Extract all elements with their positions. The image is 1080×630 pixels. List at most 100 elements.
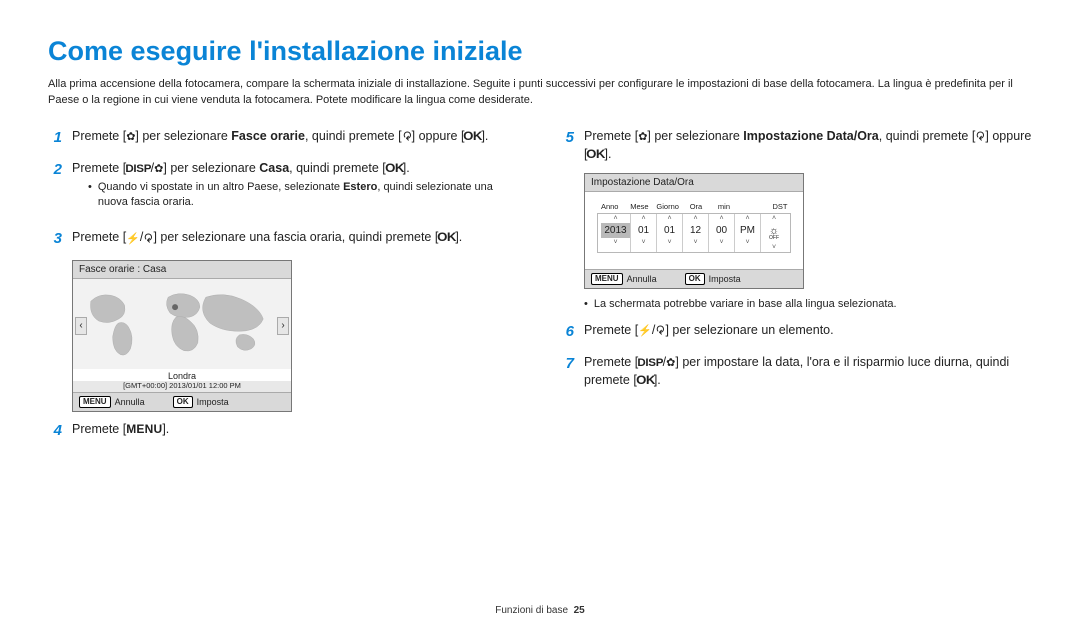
menu-button-icon: MENU bbox=[591, 273, 623, 285]
nav-right-button[interactable]: › bbox=[277, 317, 289, 335]
step-1: 1 Premete [ ] per selezionare Fasce orari… bbox=[48, 127, 520, 149]
step-2: 2 Premete [DISP/] per selezionare Casa, … bbox=[48, 159, 520, 219]
date-spinner-row: ˄2013˅ ˄01˅ ˄01˅ ˄12˅ ˄00˅ ˄PM˅ ˄OFF˅ bbox=[597, 213, 791, 253]
nav-left-button[interactable]: ‹ bbox=[75, 317, 87, 335]
bullet-text: La schermata potrebbe variare in base al… bbox=[594, 297, 897, 312]
bullet-dot: • bbox=[88, 180, 92, 211]
spinner-day[interactable]: ˄01˅ bbox=[657, 214, 683, 252]
step-text-bold: Impostazione Data/Ora bbox=[743, 129, 878, 143]
lcd-footer: MENUAnnulla OKImposta bbox=[585, 269, 803, 288]
flash-icon bbox=[126, 232, 140, 245]
step-text: , quindi premete [ bbox=[289, 161, 386, 175]
timer-icon bbox=[402, 130, 412, 143]
step-text: ] per selezionare un elemento. bbox=[665, 323, 833, 337]
ok-icon: OK bbox=[464, 128, 483, 145]
label-day: Giorno bbox=[656, 202, 679, 211]
page-title: Come eseguire l'installazione iniziale bbox=[48, 36, 1032, 67]
sub-bullet: • La schermata potrebbe variare in base … bbox=[584, 297, 1032, 312]
sub-bullet: • Quando vi spostate in un altro Paese, … bbox=[88, 180, 520, 211]
timer-icon bbox=[143, 232, 153, 245]
two-column-layout: 1 Premete [ ] per selezionare Fasce orari… bbox=[48, 127, 1032, 452]
step-text: Premete [ bbox=[72, 230, 126, 244]
step-text: ] oppure [ bbox=[412, 129, 465, 143]
step-number: 1 bbox=[48, 127, 62, 149]
step-text: ]. bbox=[481, 129, 488, 143]
step-number: 6 bbox=[560, 321, 574, 343]
step-5: 5 Premete [ ] per selezionare Impostazion… bbox=[560, 127, 1032, 164]
ok-icon: OK bbox=[587, 146, 606, 163]
camera-screen-datetime: Impostazione Data/Ora Anno Mese Giorno O… bbox=[584, 173, 804, 289]
menu-icon: MENU bbox=[126, 421, 162, 438]
selected-city: Londra bbox=[73, 369, 291, 381]
step-number: 7 bbox=[560, 353, 574, 390]
step-4: 4 Premete [MENU]. bbox=[48, 420, 520, 442]
lcd-title: Fasce orarie : Casa bbox=[73, 261, 291, 279]
macro-flower-icon bbox=[666, 356, 675, 369]
step-number: 5 bbox=[560, 127, 574, 164]
label-dst: DST bbox=[769, 202, 791, 211]
left-column: 1 Premete [ ] per selezionare Fasce orari… bbox=[48, 127, 520, 452]
set-label: Imposta bbox=[197, 397, 229, 407]
step-number: 3 bbox=[48, 228, 62, 250]
camera-screen-timezone: Fasce orarie : Casa ‹ › bbox=[72, 260, 292, 412]
step-text: Premete [ bbox=[584, 129, 638, 143]
world-map-svg bbox=[73, 279, 291, 363]
intro-paragraph: Alla prima accensione della fotocamera, … bbox=[48, 77, 1032, 109]
macro-flower-icon bbox=[154, 162, 163, 175]
date-field-labels: Anno Mese Giorno Ora min DST bbox=[597, 202, 791, 211]
footer-section: Funzioni di base bbox=[495, 605, 568, 616]
set-label: Imposta bbox=[709, 274, 741, 284]
step-text: ]. bbox=[455, 230, 462, 244]
spinner-hour[interactable]: ˄12˅ bbox=[683, 214, 709, 252]
bullet-text: Quando vi spostate in un altro Paese, se… bbox=[98, 180, 520, 211]
step-text: ] per selezionare bbox=[135, 129, 231, 143]
spinner-min[interactable]: ˄00˅ bbox=[709, 214, 735, 252]
step-text: ]. bbox=[162, 422, 169, 436]
page-number: 25 bbox=[574, 605, 585, 616]
lcd-title: Impostazione Data/Ora bbox=[585, 174, 803, 192]
flash-icon bbox=[638, 324, 652, 337]
ok-icon: OK bbox=[385, 160, 404, 177]
label-hour: Ora bbox=[685, 202, 707, 211]
spinner-year[interactable]: ˄2013˅ bbox=[601, 214, 631, 252]
timer-icon bbox=[655, 324, 665, 337]
gmt-time: [GMT+00:00] 2013/01/01 12:00 PM bbox=[73, 381, 291, 392]
lcd-footer: MENU Annulla OK Imposta bbox=[73, 392, 291, 411]
spinner-ampm[interactable]: ˄PM˅ bbox=[735, 214, 761, 252]
timer-icon bbox=[975, 130, 985, 143]
step-text: , quindi premete [ bbox=[879, 129, 976, 143]
step-text-bold: Casa bbox=[259, 161, 289, 175]
label-month: Mese bbox=[628, 202, 650, 211]
step-text: Premete [ bbox=[584, 355, 638, 369]
ok-icon: OK bbox=[636, 372, 655, 389]
page-footer: Funzioni di base 25 bbox=[0, 605, 1080, 616]
right-column: 5 Premete [ ] per selezionare Impostazion… bbox=[560, 127, 1032, 452]
label-year: Anno bbox=[597, 202, 622, 211]
ok-icon: OK bbox=[437, 229, 456, 246]
step-text: ] per selezionare bbox=[647, 129, 743, 143]
world-map: ‹ › bbox=[73, 279, 291, 369]
spinner-month[interactable]: ˄01˅ bbox=[631, 214, 657, 252]
step-text: ] per selezionare bbox=[163, 161, 259, 175]
disp-icon: DISP bbox=[638, 356, 664, 372]
cancel-label: Annulla bbox=[627, 274, 657, 284]
spinner-dst[interactable]: ˄OFF˅ bbox=[761, 214, 787, 252]
step-text: ]. bbox=[604, 147, 611, 161]
step-text: ] per selezionare una fascia oraria, qui… bbox=[153, 230, 438, 244]
step-text-bold: Fasce orarie bbox=[231, 129, 305, 143]
cancel-label: Annulla bbox=[115, 397, 145, 407]
step-text: Premete [ bbox=[72, 422, 126, 436]
step-text: , quindi premete [ bbox=[305, 129, 402, 143]
label-ampm bbox=[741, 202, 763, 211]
menu-button-icon: MENU bbox=[79, 396, 111, 408]
step-number: 2 bbox=[48, 159, 62, 219]
step-text: Premete [ bbox=[72, 129, 126, 143]
step-3: 3 Premete [/] per selezionare una fascia… bbox=[48, 228, 520, 250]
step-text: Premete [ bbox=[72, 161, 126, 175]
disp-icon: DISP bbox=[126, 162, 152, 178]
step-6: 6 Premete [/] per selezionare un element… bbox=[560, 321, 1032, 343]
step-7: 7 Premete [DISP/] per impostare la data,… bbox=[560, 353, 1032, 390]
ok-button-icon: OK bbox=[173, 396, 193, 408]
bullet-dot: • bbox=[584, 297, 588, 312]
step-text: Premete [ bbox=[584, 323, 638, 337]
